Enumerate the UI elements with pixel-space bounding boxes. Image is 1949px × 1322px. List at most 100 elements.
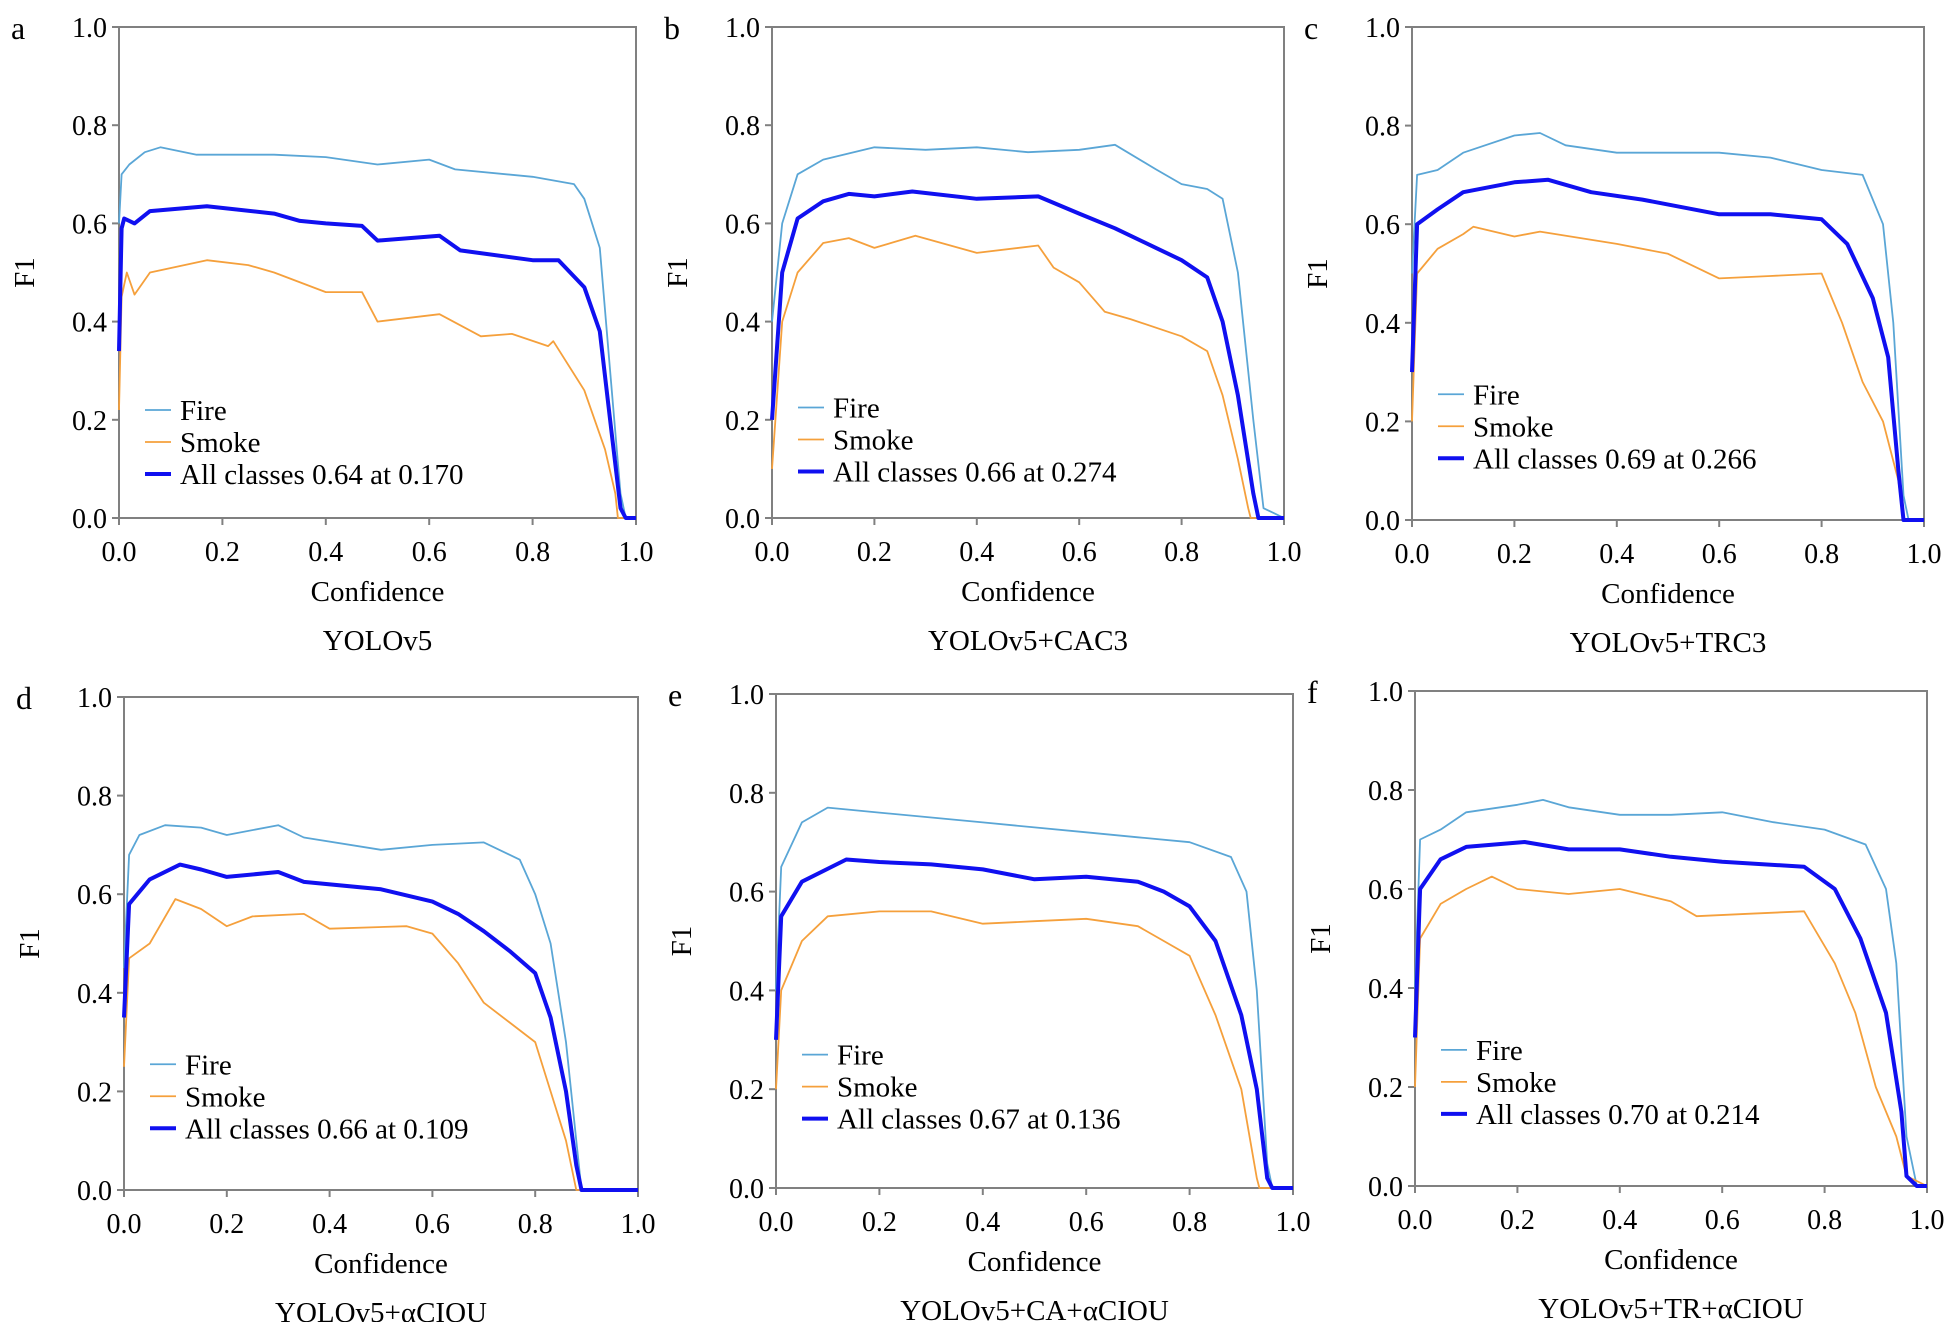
- y-tick-label: 0.8: [725, 111, 760, 142]
- y-tick-label: 0.0: [1368, 1172, 1403, 1203]
- series-line-smoke: [123, 898, 638, 1191]
- legend-label: Smoke: [833, 425, 914, 457]
- y-tick-label: 0.6: [72, 209, 107, 240]
- legend-label: All classes 0.70 at 0.214: [1476, 1099, 1760, 1131]
- y-tick-label: 0.8: [72, 111, 107, 142]
- panel-title: YOLOv5+TRC3: [1570, 627, 1767, 659]
- x-tick-label: 0.4: [1602, 1205, 1637, 1236]
- y-tick-label: 0.4: [77, 979, 112, 1010]
- y-axis-label: F1: [662, 257, 694, 288]
- series-line-all: [774, 857, 1293, 1190]
- x-tick-label: 0.0: [1398, 1205, 1433, 1236]
- x-tick-label: 0.2: [857, 537, 892, 568]
- x-tick-label: 0.6: [415, 1209, 450, 1240]
- plot-frame: [771, 26, 1285, 519]
- x-tick-label: 0.0: [107, 1209, 142, 1240]
- x-tick-label: 0.0: [759, 1207, 794, 1238]
- y-tick-label: 0.6: [729, 878, 764, 909]
- x-tick-label: 1.0: [619, 537, 654, 568]
- y-tick-label: 0.6: [1368, 875, 1403, 906]
- panel-letter: a: [11, 10, 25, 46]
- y-tick-label: 0.8: [77, 782, 112, 813]
- x-axis-label: Confidence: [314, 1248, 448, 1280]
- y-axis-label: F1: [14, 928, 46, 959]
- x-axis-label: Confidence: [961, 576, 1095, 608]
- y-tick-label: 1.0: [77, 683, 112, 714]
- x-tick-label: 0.6: [1069, 1207, 1104, 1238]
- panel-title: YOLOv5+TR+αCIOU: [1538, 1293, 1803, 1322]
- x-tick-label: 0.4: [965, 1207, 1000, 1238]
- legend-label: All classes 0.67 at 0.136: [837, 1104, 1121, 1136]
- series-line-all: [1410, 177, 1924, 522]
- y-tick-label: 0.8: [729, 779, 764, 810]
- x-tick-label: 0.0: [755, 537, 790, 568]
- y-tick-label: 1.0: [725, 13, 760, 44]
- y-tick-label: 0.0: [729, 1174, 764, 1205]
- legend-label: Fire: [833, 393, 880, 425]
- legend-label: All classes 0.66 at 0.274: [833, 457, 1117, 489]
- series-line-all: [122, 862, 638, 1192]
- legend-label: All classes 0.69 at 0.266: [1473, 443, 1757, 475]
- x-tick-label: 0.6: [412, 537, 447, 568]
- legend-label: Smoke: [1473, 411, 1554, 443]
- y-axis-label: F1: [9, 257, 41, 288]
- y-tick-label: 0.2: [725, 406, 760, 437]
- x-tick-label: 0.4: [959, 537, 994, 568]
- series-line-smoke: [1411, 225, 1924, 521]
- series-line-fire: [771, 143, 1285, 519]
- legend-label: All classes 0.64 at 0.170: [180, 459, 464, 491]
- y-tick-label: 0.8: [1365, 112, 1400, 143]
- x-tick-label: 1.0: [1907, 539, 1942, 570]
- panel-f: f 0.0 0.2 0.4 0.6 0.8 1.0 0.0 0.2 0.4 0.6 0.8 1.0 Con…: [1305, 674, 1945, 1322]
- series-line-all: [770, 189, 1284, 520]
- x-tick-label: 1.0: [621, 1209, 656, 1240]
- x-tick-label: 0.8: [1164, 537, 1199, 568]
- x-tick-label: 0.6: [1702, 539, 1737, 570]
- y-tick-label: 1.0: [72, 13, 107, 44]
- series-line-smoke: [771, 234, 1284, 519]
- y-tick-label: 0.2: [729, 1075, 764, 1106]
- legend-label: Fire: [185, 1049, 232, 1081]
- y-tick-label: 0.6: [725, 209, 760, 240]
- x-tick-label: 1.0: [1267, 537, 1302, 568]
- y-tick-label: 1.0: [1365, 13, 1400, 44]
- y-tick-label: 0.6: [1365, 210, 1400, 241]
- legend-label: All classes 0.66 at 0.109: [185, 1113, 469, 1145]
- panel-letter: b: [664, 10, 680, 46]
- x-axis-label: Confidence: [1604, 1244, 1738, 1276]
- legend-label: Fire: [1473, 379, 1520, 411]
- plot-frame: [123, 696, 639, 1191]
- y-tick-label: 1.0: [729, 680, 764, 711]
- legend-label: Smoke: [180, 427, 261, 459]
- panel-letter: f: [1307, 674, 1318, 710]
- y-axis-label: F1: [1305, 923, 1337, 954]
- series-line-fire: [1411, 132, 1924, 521]
- x-tick-label: 0.2: [205, 537, 240, 568]
- y-axis-label: F1: [1302, 258, 1334, 289]
- y-tick-label: 0.0: [72, 504, 107, 535]
- x-tick-label: 0.4: [308, 537, 343, 568]
- panel-letter: d: [16, 680, 32, 716]
- y-tick-label: 0.2: [1365, 407, 1400, 438]
- x-axis-label: Confidence: [1601, 578, 1735, 610]
- series-line-smoke: [118, 259, 636, 519]
- x-axis-label: Confidence: [968, 1246, 1102, 1278]
- x-tick-label: 1.0: [1276, 1207, 1311, 1238]
- y-tick-label: 0.4: [725, 308, 760, 339]
- x-tick-label: 0.8: [1807, 1205, 1842, 1236]
- y-tick-label: 0.0: [1365, 506, 1400, 537]
- panel-d: d 0.0 0.2 0.4 0.6 0.8 1.0 0.0 0.2 0.4 0.6 0.8 1.0 Con…: [14, 680, 656, 1322]
- legend-label: Fire: [1476, 1035, 1523, 1067]
- series-line-fire: [123, 824, 638, 1191]
- x-tick-label: 0.6: [1705, 1205, 1740, 1236]
- series-line-smoke: [1414, 875, 1928, 1187]
- panel-title: YOLOv5+CA+αCIOU: [900, 1295, 1169, 1322]
- x-tick-label: 0.2: [209, 1209, 244, 1240]
- y-tick-label: 0.2: [72, 406, 107, 437]
- x-tick-label: 0.4: [312, 1209, 347, 1240]
